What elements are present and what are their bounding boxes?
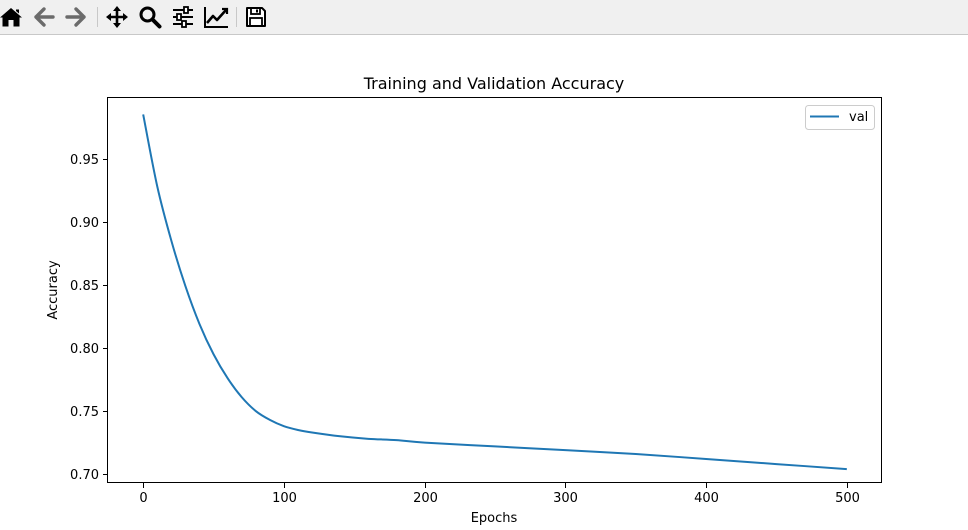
series-line-val — [142, 114, 847, 471]
x-tick-label: 400 — [694, 491, 719, 506]
y-tick-label: 0.95 — [70, 153, 99, 168]
y-tick-label: 0.85 — [70, 279, 99, 294]
accuracy-line-chart: Training and Validation Accuracy Epochs … — [46, 74, 882, 526]
pan-button[interactable] — [103, 3, 131, 31]
x-tick-label: 200 — [413, 491, 438, 506]
x-tick-label: 100 — [272, 491, 297, 506]
home-icon — [0, 8, 22, 27]
y-tick-label: 0.70 — [70, 468, 99, 483]
axes-frame — [107, 97, 882, 483]
x-tick-label: 0 — [139, 491, 147, 506]
figure-canvas[interactable]: Training and Validation Accuracy Epochs … — [0, 36, 968, 526]
x-tick-label: 300 — [553, 491, 578, 506]
navigation-toolbar — [0, 0, 968, 35]
x-axis-label: Epochs — [471, 511, 518, 526]
toolbar-separator — [236, 7, 237, 27]
x-tick-label: 500 — [835, 491, 860, 506]
edit-axis-curve-icon — [204, 7, 229, 28]
back-arrow-icon — [34, 7, 55, 27]
toolbar-separator — [97, 7, 98, 27]
legend: val — [805, 105, 875, 130]
forward-arrow-icon — [65, 7, 86, 27]
subplots-button[interactable] — [169, 3, 197, 31]
back-button[interactable] — [30, 3, 58, 31]
save-floppy-icon — [246, 7, 266, 27]
forward-button[interactable] — [62, 3, 90, 31]
y-axis-label: Accuracy — [46, 260, 61, 320]
y-tick-label: 0.75 — [70, 405, 99, 420]
zoom-magnifier-icon — [139, 6, 162, 29]
legend-label-val: val — [849, 110, 868, 125]
y-tick-label: 0.90 — [70, 216, 99, 231]
zoom-button[interactable] — [136, 3, 164, 31]
legend-box — [805, 105, 875, 130]
home-button[interactable] — [0, 3, 25, 31]
pan-move-icon — [106, 6, 128, 28]
axis-ticks: 0 100 200 300 400 500 0.70 0.75 0.80 0.85 0.90 0.95 — [70, 153, 860, 506]
configure-subplots-icon — [173, 6, 193, 28]
save-button[interactable] — [242, 3, 270, 31]
y-tick-label: 0.80 — [70, 342, 99, 357]
chart-title: Training and Validation Accuracy — [363, 74, 625, 93]
series-lines — [142, 114, 847, 471]
customize-button[interactable] — [202, 3, 230, 31]
